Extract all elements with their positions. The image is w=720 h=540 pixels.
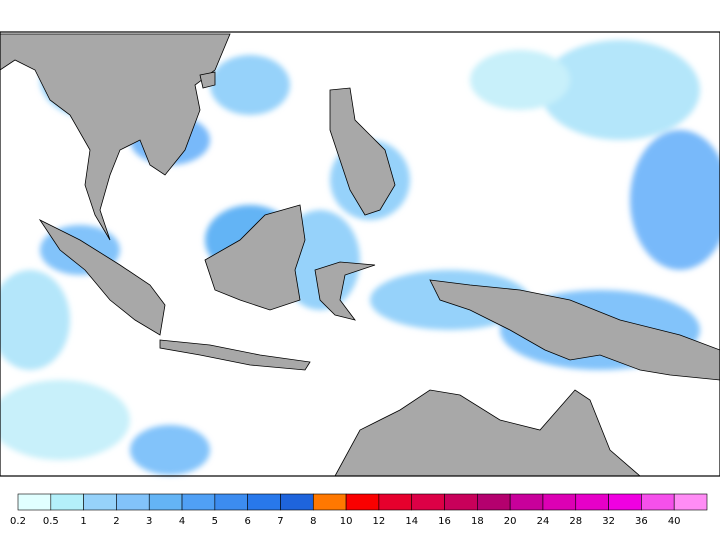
colorbar-label: 4 — [179, 516, 185, 527]
colorbar-label: 10 — [340, 516, 353, 527]
borneo — [204, 204, 306, 311]
colorbar-label: 1 — [80, 516, 86, 527]
colorbar-label: 6 — [244, 516, 250, 527]
color-box — [83, 493, 117, 511]
color-box — [411, 493, 445, 511]
color-box — [116, 493, 150, 511]
color-box — [673, 493, 708, 511]
color-box — [17, 493, 52, 511]
colorbar-label: 36 — [635, 516, 648, 527]
color-box — [608, 493, 642, 511]
color-box — [378, 493, 413, 511]
map-area — [0, 31, 720, 477]
colorbar-label: 3 — [146, 516, 152, 527]
colorbar-label: 5 — [212, 516, 218, 527]
colorbar-label: 8 — [310, 516, 316, 527]
color-box — [641, 493, 675, 511]
colorbar-label: 40 — [668, 516, 681, 527]
color-box — [345, 493, 380, 511]
colorbar-label: 16 — [438, 516, 451, 527]
colorbar-label: 0.2 — [10, 516, 26, 527]
colorbar-label: 20 — [504, 516, 517, 527]
colorbar-label: 7 — [277, 516, 283, 527]
colorbar-label: 2 — [113, 516, 119, 527]
color-box — [50, 493, 84, 511]
australia — [334, 389, 642, 477]
philippines — [329, 87, 396, 216]
color-box — [477, 493, 511, 511]
color-box — [575, 493, 609, 511]
sumatra — [38, 218, 166, 336]
colorbar: 0.2 0.5 1 2 3 4 5 6 7 8 10 12 14 16 18 20 24 28 32 36 40 — [10, 493, 708, 527]
colorbar-label: 24 — [537, 516, 550, 527]
color-box — [280, 493, 314, 511]
new-guinea — [429, 279, 720, 381]
color-box — [509, 493, 544, 511]
color-box — [148, 493, 183, 511]
map-frame — [0, 31, 720, 477]
colorbar-label: 12 — [373, 516, 386, 527]
java — [159, 339, 311, 371]
colorbar-label: 14 — [405, 516, 418, 527]
colorbar-label: 18 — [471, 516, 484, 527]
color-box — [247, 493, 281, 511]
colorbar-label: 0.5 — [43, 516, 59, 527]
colorbar-label: 28 — [569, 516, 582, 527]
color-box — [214, 493, 248, 511]
sulawesi — [314, 261, 376, 321]
colorbar-label: 32 — [602, 516, 615, 527]
color-box — [444, 493, 478, 511]
color-box — [542, 493, 577, 511]
indochina — [0, 33, 231, 241]
color-box — [312, 493, 347, 511]
color-box — [181, 493, 216, 511]
hainan — [199, 71, 216, 89]
